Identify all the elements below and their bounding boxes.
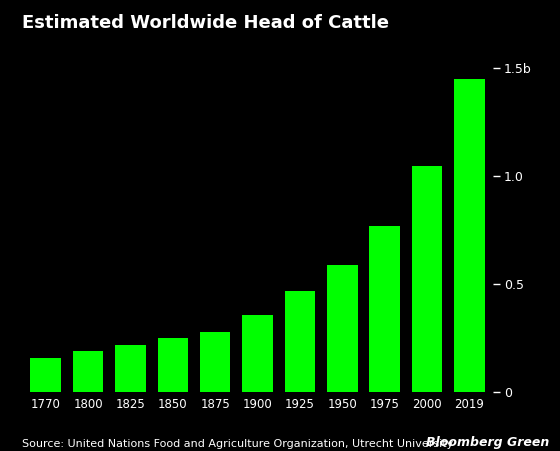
Text: Bloomberg Green: Bloomberg Green <box>426 436 549 449</box>
Bar <box>30 358 61 392</box>
Bar <box>157 338 188 392</box>
Bar <box>370 226 400 392</box>
Bar <box>284 291 315 392</box>
Bar <box>73 351 104 392</box>
Bar <box>412 166 442 392</box>
Text: Estimated Worldwide Head of Cattle: Estimated Worldwide Head of Cattle <box>22 14 389 32</box>
Bar <box>454 79 485 392</box>
Bar <box>200 332 231 392</box>
Bar <box>242 315 273 392</box>
Bar <box>115 345 146 392</box>
Text: Source: United Nations Food and Agriculture Organization, Utrecht University: Source: United Nations Food and Agricult… <box>22 439 454 449</box>
Bar <box>327 265 358 392</box>
